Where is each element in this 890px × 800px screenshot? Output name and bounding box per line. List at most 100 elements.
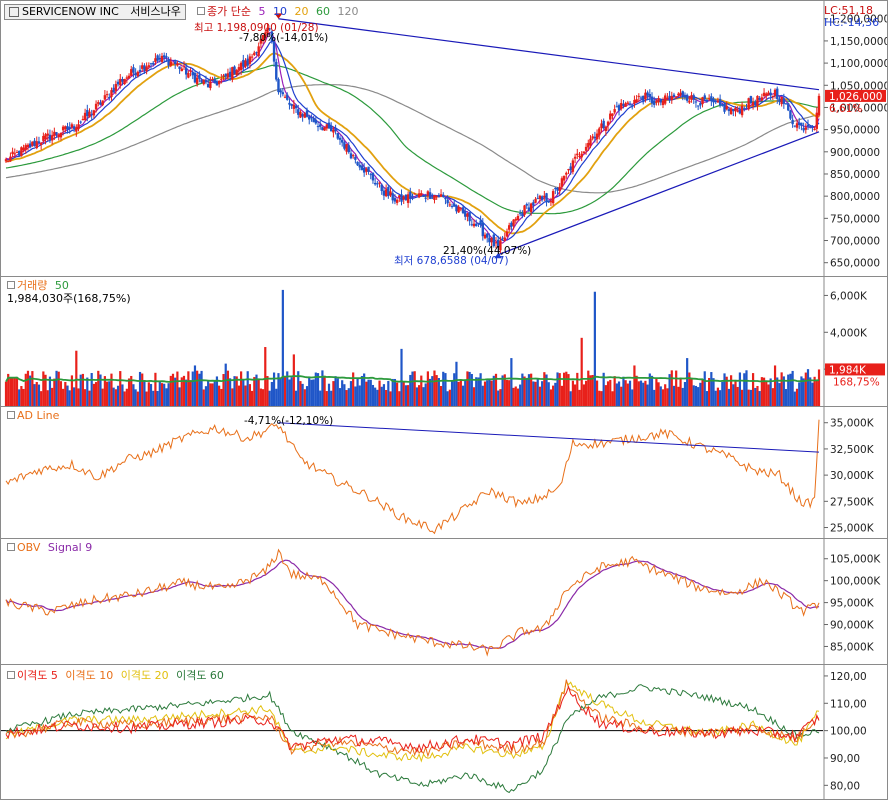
volume-bar — [365, 381, 368, 406]
candle-body — [745, 107, 748, 109]
candle-body — [696, 105, 700, 107]
candle-body — [88, 111, 91, 118]
volume-bar — [182, 375, 186, 406]
candle-body — [321, 127, 324, 131]
candle-body — [606, 121, 610, 126]
obv-pane: 105,000K 100,000K 95,000K 90,000K 85,000K OB… — [0, 538, 888, 665]
ad-settings-icon[interactable] — [7, 411, 15, 419]
candle-body — [681, 91, 684, 97]
candle-body — [490, 237, 493, 243]
candle-body — [657, 98, 660, 103]
candle-body — [558, 186, 561, 191]
price-axis-tick-label: 800,0000 — [830, 191, 880, 203]
volume-legend[interactable]: 거래량 50 — [7, 279, 73, 292]
volume-bar — [147, 382, 150, 406]
ad-legend[interactable]: AD Line — [7, 409, 63, 422]
volume-bar — [644, 380, 647, 406]
current-volume-box — [825, 363, 885, 376]
disp10-label: 이격도 10 — [65, 669, 114, 682]
candle-body — [55, 132, 58, 135]
disparity-legend[interactable]: 이격도 5 이격도 10 이격도 20 이격도 60 — [7, 669, 228, 682]
volume-bar — [387, 381, 390, 406]
candle-body — [655, 101, 658, 103]
candle-body — [294, 105, 298, 109]
candle-body — [787, 103, 790, 111]
volume-bar — [200, 370, 203, 406]
candle-body — [554, 188, 557, 190]
candle-body — [275, 61, 278, 80]
symbol-selector[interactable]: SERVICENOW INC 서비스나우 — [4, 4, 186, 20]
candle-body — [661, 101, 665, 106]
candle-body — [349, 153, 353, 159]
volume-bar — [767, 384, 770, 406]
volume-bar — [606, 381, 610, 406]
candle-body — [393, 198, 397, 202]
obv-settings-icon[interactable] — [7, 543, 15, 551]
candle-body — [314, 119, 318, 124]
volume-bar — [248, 384, 251, 406]
volume-bar — [53, 378, 56, 406]
volume-bar — [578, 389, 581, 406]
candle-body — [532, 202, 535, 206]
volume-bar — [75, 350, 78, 406]
volume-bar — [782, 376, 785, 406]
volume-bar — [576, 372, 579, 406]
volume-bar — [398, 391, 401, 406]
candle-body — [642, 95, 645, 101]
volume-bar — [477, 377, 480, 406]
volume-bar — [281, 289, 284, 406]
disparity-pane: 120,00 110,00 100,00 90,00 80,00 이격도 5 이격도 1… — [0, 664, 888, 800]
volume-bar — [138, 371, 142, 406]
volume-bar — [567, 374, 570, 406]
volume-bar — [666, 388, 669, 406]
candle-body — [367, 166, 370, 172]
volume-bar — [457, 381, 460, 406]
candle-body — [356, 161, 359, 166]
obv-signal-line — [5, 559, 820, 649]
ma-legend[interactable]: 종가 단순 5 10 20 60 120 — [197, 5, 362, 18]
volume-bar — [250, 390, 254, 406]
volume-bar — [626, 383, 629, 406]
volume-bar — [490, 380, 493, 406]
volume-bar — [635, 375, 638, 406]
volume-bar — [547, 382, 550, 406]
volume-bar — [622, 376, 625, 406]
settings-icon[interactable] — [9, 7, 19, 17]
candle-body — [380, 184, 383, 192]
volume-bar — [762, 377, 766, 406]
candle-body — [584, 146, 588, 151]
volume-bar — [817, 369, 821, 406]
volume-bar — [292, 354, 295, 406]
candle-body — [631, 105, 634, 107]
volume-bar — [132, 384, 135, 406]
volume-bar — [165, 388, 168, 406]
volume-bar — [773, 365, 777, 406]
current-volume-percent: 168,75% — [833, 376, 880, 388]
candle-body — [143, 65, 146, 71]
candle-body — [77, 124, 80, 130]
ma-settings-icon[interactable] — [197, 7, 205, 15]
candle-body — [738, 110, 742, 114]
candle-body — [527, 207, 531, 212]
ad-axis-tick-label: 27,500K — [830, 496, 875, 508]
candle-body — [765, 93, 768, 96]
volume-bar — [450, 379, 454, 406]
disparity-settings-icon[interactable] — [7, 671, 15, 679]
candle-body — [4, 159, 8, 162]
volume-bar — [294, 390, 298, 406]
obv-legend[interactable]: OBV Signal 9 — [7, 541, 96, 554]
volume-settings-icon[interactable] — [7, 281, 15, 289]
ma60-line — [5, 64, 820, 215]
volume-bar — [35, 382, 38, 406]
candle-body — [483, 234, 487, 239]
candle-body — [134, 72, 137, 76]
candle-body — [297, 109, 300, 115]
volume-bar — [751, 373, 755, 406]
volume-bar — [178, 387, 181, 406]
volume-bar — [760, 377, 763, 406]
candle-body — [158, 57, 162, 60]
candle-body — [453, 203, 456, 207]
candle-body — [184, 67, 188, 75]
volume-bar — [617, 381, 621, 406]
price-axis-tick-label: 850,0000 — [830, 169, 880, 181]
